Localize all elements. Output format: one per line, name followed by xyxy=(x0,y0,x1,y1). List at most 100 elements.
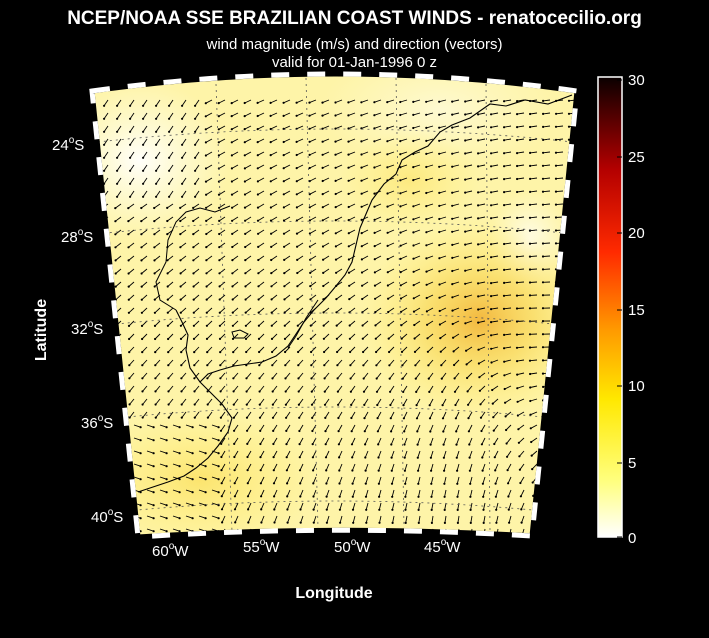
wind-vector-head xyxy=(567,112,571,115)
wind-vector-head xyxy=(233,442,236,445)
wind-vector-head xyxy=(244,311,247,314)
wind-vector-head xyxy=(338,508,341,511)
wind-vector xyxy=(544,476,551,483)
lon-tick-55W: 55oW xyxy=(243,537,280,556)
wind-vector-head xyxy=(443,508,446,511)
wind-vector xyxy=(465,294,473,298)
wind-vector xyxy=(205,99,213,104)
wind-vector xyxy=(270,112,278,117)
wind-vector-head xyxy=(554,359,558,362)
wind-vector xyxy=(167,333,174,340)
wind-vector-head xyxy=(127,207,130,210)
wind-vector-head xyxy=(324,416,327,419)
wind-vector-head xyxy=(438,152,441,155)
wind-vector-head xyxy=(295,206,298,209)
wind-vector xyxy=(364,450,369,458)
wind-vector-head xyxy=(152,426,155,429)
wind-vector-head xyxy=(129,117,132,120)
wind-vector xyxy=(271,359,278,366)
wind-vector-head xyxy=(350,443,354,446)
wind-vector xyxy=(348,112,356,116)
wind-vector-head xyxy=(218,232,221,236)
wind-vector-head xyxy=(490,178,493,181)
wind-vector xyxy=(180,294,187,300)
wind-vector xyxy=(219,346,226,353)
wind-vector-head xyxy=(528,307,532,310)
wind-vector-head xyxy=(465,363,468,366)
wind-vector-head xyxy=(90,403,92,405)
wind-vector-head xyxy=(178,426,181,429)
wind-vector-head xyxy=(438,165,441,168)
wind-vector-head xyxy=(399,284,402,287)
wind-vector-head xyxy=(503,100,506,103)
wind-vector-head xyxy=(520,508,523,511)
wind-vector-head xyxy=(282,180,285,183)
wind-vector xyxy=(389,385,395,393)
wind-vector-head xyxy=(495,508,498,511)
wind-vector xyxy=(115,216,122,222)
wind-vector-head xyxy=(308,166,311,170)
wind-vector xyxy=(530,411,538,416)
wind-vector xyxy=(364,424,369,432)
wind-vector-head xyxy=(205,259,208,262)
wind-vector xyxy=(102,333,109,340)
wind-vector xyxy=(374,138,382,142)
wind-vector xyxy=(193,333,200,340)
wind-vector-head xyxy=(309,298,312,301)
wind-vector-head xyxy=(347,232,350,235)
chart-subtitle-valid-time: valid for 01-Jan-1996 0 z xyxy=(271,54,438,71)
wind-vector-head xyxy=(218,324,221,327)
wind-vector-head xyxy=(425,113,428,116)
wind-vector-head xyxy=(454,417,457,420)
wind-vector xyxy=(374,242,382,247)
wind-vector-head xyxy=(243,206,247,209)
wind-vector xyxy=(129,190,135,198)
wind-vector-head xyxy=(312,534,316,537)
wind-vector-head xyxy=(347,114,350,117)
wind-vector xyxy=(231,203,239,209)
wind-vector-head xyxy=(139,504,142,507)
wind-vector xyxy=(387,216,395,221)
wind-vector xyxy=(155,125,161,133)
wind-vector-head xyxy=(413,350,417,353)
wind-vector xyxy=(198,515,206,519)
wind-vector xyxy=(556,424,564,428)
wind-vector-head xyxy=(417,482,420,485)
wind-vector-head xyxy=(567,281,571,284)
wind-vector-head xyxy=(246,495,250,498)
wind-vector xyxy=(387,164,395,168)
wind-vector xyxy=(284,320,291,327)
wind-vector-head xyxy=(167,364,170,367)
wind-vector xyxy=(273,437,278,445)
wind-vector xyxy=(146,528,154,532)
wind-vector xyxy=(284,333,291,340)
wind-vector-head xyxy=(373,284,377,287)
wind-vector xyxy=(374,99,382,103)
wind-vector-head xyxy=(141,337,144,341)
wind-vector xyxy=(362,333,369,340)
wind-vector-head xyxy=(257,337,261,340)
wind-vector-head xyxy=(181,130,184,133)
wind-vector xyxy=(168,398,174,405)
wind-vector-head xyxy=(232,377,235,380)
wind-vector-head xyxy=(493,442,496,446)
wind-vector-head xyxy=(103,143,106,146)
wind-vector xyxy=(530,385,538,388)
wind-vector-head xyxy=(503,333,506,336)
wind-vector xyxy=(247,463,252,471)
wind-vector-head xyxy=(230,102,233,105)
wind-vector-head xyxy=(181,169,184,172)
wind-vector-head xyxy=(403,443,406,446)
wind-vector xyxy=(569,437,577,441)
wind-vector-head xyxy=(155,130,158,133)
wind-vector xyxy=(469,476,473,484)
wind-vector xyxy=(361,138,369,142)
wind-vector xyxy=(465,281,473,285)
wind-vector xyxy=(168,177,174,185)
wind-vector-head xyxy=(116,117,119,120)
wind-vector xyxy=(221,463,226,471)
wind-vector-head xyxy=(399,113,402,117)
wind-vector-head xyxy=(271,416,275,419)
wind-vector-head xyxy=(220,469,223,472)
wind-vector xyxy=(218,177,226,182)
